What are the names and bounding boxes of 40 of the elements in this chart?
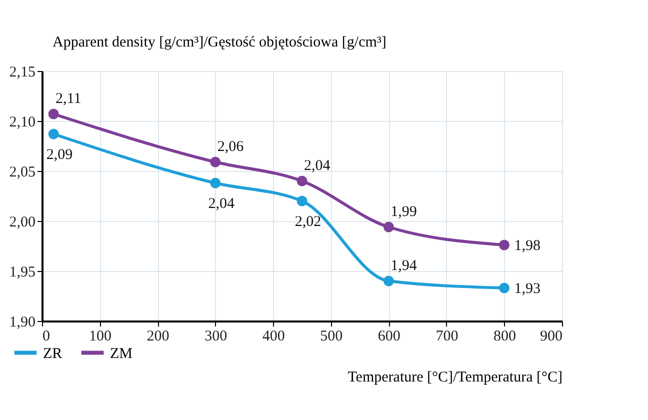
y-axis-title: Apparent density [g/cm³]/Gęstość objętościowa [g/cm³]: [52, 34, 386, 50]
x-tick-label: 100: [89, 328, 112, 344]
legend-label: ZR: [43, 346, 62, 362]
x-tick-label: 400: [262, 328, 285, 344]
point: [296, 196, 308, 206]
point: [48, 128, 59, 140]
data-label: 1,93: [514, 281, 540, 297]
point: [48, 108, 59, 120]
x-tick-label: 800: [493, 328, 516, 344]
x-tick-label: 500: [320, 328, 343, 344]
x-tick-label: 0: [42, 328, 50, 344]
x-tick-label: 900: [540, 328, 562, 344]
x-axis-title: Temperature [°C]/Temperatura [°C]: [348, 370, 562, 386]
point: [210, 178, 221, 188]
data-label: 2,02: [294, 214, 322, 230]
y-tick-label: 1,90: [9, 314, 36, 330]
point: [383, 222, 394, 232]
point: [498, 240, 510, 250]
y-tick-label: 2,00: [9, 214, 36, 230]
x-tick-label: 300: [204, 328, 228, 344]
data-label: 2,04: [304, 158, 331, 174]
point: [383, 276, 394, 286]
data-label: 2,09: [46, 147, 73, 163]
point: [296, 176, 308, 186]
y-tick-label: 2,15: [9, 64, 36, 80]
point: [210, 156, 221, 168]
data-label: 2,11: [56, 91, 82, 107]
legend-label: ZM: [110, 346, 132, 362]
data-label: 2,04: [208, 196, 235, 212]
point: [498, 282, 510, 294]
data-label: 1,94: [390, 258, 418, 274]
data-label: 2,06: [217, 139, 244, 155]
y-tick-label: 2,05: [9, 164, 36, 180]
x-tick-label: 700: [436, 328, 458, 344]
y-tick-label: 2,10: [9, 114, 36, 130]
x-tick-label: 200: [146, 328, 170, 344]
data-label: 1,99: [390, 204, 417, 220]
y-tick-label: 1,95: [9, 264, 36, 280]
x-tick-label: 600: [378, 328, 400, 344]
data-label: 1,98: [514, 238, 540, 254]
